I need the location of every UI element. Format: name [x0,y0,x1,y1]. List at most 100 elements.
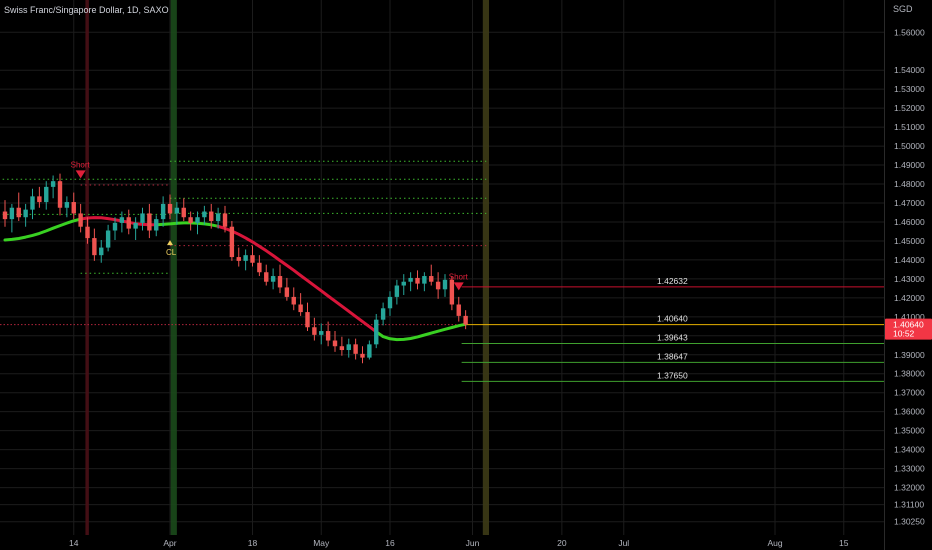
candle-body[interactable] [215,213,221,222]
candle[interactable] [408,272,413,292]
candle-body[interactable] [236,257,241,261]
candle-body[interactable] [394,285,400,297]
candle-body[interactable] [209,211,214,222]
candle[interactable] [23,203,28,227]
candle[interactable] [264,264,269,286]
candle[interactable] [325,321,331,347]
candle[interactable] [181,198,186,222]
candle[interactable] [339,336,345,356]
candle[interactable] [57,173,63,216]
candle-body[interactable] [112,222,118,231]
candle-body[interactable] [408,277,413,282]
candle[interactable] [154,215,159,237]
candle-body[interactable] [380,308,386,320]
candle-body[interactable] [44,186,49,203]
candles[interactable] [2,173,468,364]
candle[interactable] [291,287,296,311]
candle[interactable] [222,205,228,233]
candle-body[interactable] [195,217,200,223]
candle-body[interactable] [291,296,296,305]
candle[interactable] [332,331,338,352]
candle[interactable] [346,338,351,358]
candle[interactable] [30,188,35,220]
candle[interactable] [188,211,193,231]
candle[interactable] [367,340,372,360]
candle-body[interactable] [429,276,434,282]
candle[interactable] [2,200,8,227]
candle-body[interactable] [270,276,276,282]
candle-body[interactable] [312,327,317,335]
candle[interactable] [229,221,235,261]
candle[interactable] [99,239,104,263]
candle-body[interactable] [332,340,338,347]
candle-body[interactable] [319,331,324,335]
candle[interactable] [140,207,145,231]
candle-body[interactable] [456,304,461,316]
candle[interactable] [415,270,420,290]
price-axis[interactable]: 1.30250 1.31100 1.32000 1.33000 1.34000 1.350… [894,27,925,526]
candle[interactable] [270,268,276,290]
candle-body[interactable] [257,262,262,273]
candle-body[interactable] [181,207,186,218]
candle-body[interactable] [16,207,21,218]
candle[interactable] [174,202,180,225]
candle-body[interactable] [401,281,406,286]
candle-body[interactable] [99,247,104,256]
candle[interactable] [250,245,255,267]
candle-body[interactable] [92,238,97,256]
candle-body[interactable] [119,217,125,223]
candle-body[interactable] [367,344,372,358]
candle-body[interactable] [167,203,173,214]
candle-body[interactable] [85,226,90,239]
candle-body[interactable] [133,222,138,229]
candle[interactable] [298,293,303,316]
candle[interactable] [50,175,56,199]
candle[interactable] [78,203,83,233]
candle-body[interactable] [2,211,8,220]
candle-body[interactable] [325,331,331,341]
candle[interactable] [442,274,448,297]
candle-body[interactable] [64,202,70,208]
candle-body[interactable] [188,217,193,223]
candle-body[interactable] [422,276,427,284]
candle[interactable] [202,205,207,225]
candle-body[interactable] [222,213,228,227]
candle-body[interactable] [30,196,35,210]
candle-body[interactable] [353,344,358,354]
candle[interactable] [284,277,290,301]
candle[interactable] [401,274,406,296]
candle[interactable] [456,296,461,322]
candle-body[interactable] [264,272,269,282]
candle[interactable] [209,203,214,229]
candle[interactable] [422,272,427,292]
candle-body[interactable] [23,209,28,218]
candle[interactable] [380,302,386,326]
candle-body[interactable] [387,296,393,309]
candle[interactable] [463,310,468,330]
candle-body[interactable] [57,181,63,208]
candle-body[interactable] [305,312,310,328]
candle-body[interactable] [140,213,145,223]
candle[interactable] [85,217,90,244]
candle[interactable] [167,194,173,220]
candle-body[interactable] [126,217,131,229]
candle-body[interactable] [37,196,42,203]
candle[interactable] [429,264,434,286]
candle-body[interactable] [277,276,283,288]
candle-body[interactable] [78,213,83,227]
candle[interactable] [37,186,42,208]
candle-body[interactable] [339,346,345,351]
candle-body[interactable] [250,255,255,263]
candle-body[interactable] [9,207,15,220]
candle[interactable] [305,302,310,332]
candle-body[interactable] [229,226,235,258]
candle-body[interactable] [243,255,248,261]
candle-body[interactable] [160,203,166,220]
candle[interactable] [360,346,365,364]
candle[interactable] [92,228,97,261]
time-axis[interactable]: Mar14Apr18May16Jun20JulAug15Sep [0,538,932,548]
candle[interactable] [16,192,21,222]
candle[interactable] [126,209,131,235]
candle-body[interactable] [147,213,152,231]
